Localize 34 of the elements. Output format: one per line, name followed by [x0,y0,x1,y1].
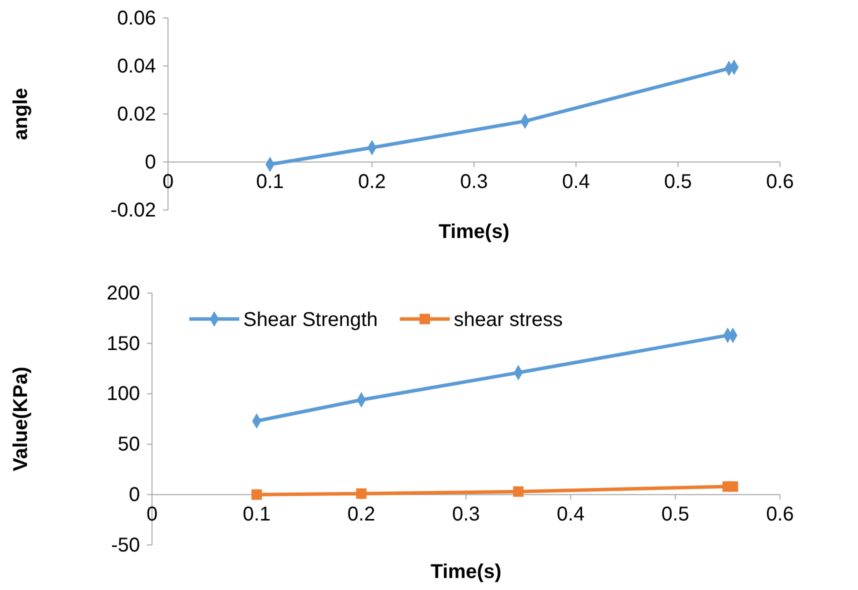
x-tick-label: 0.1 [256,171,284,193]
x-axis-title: Time(s) [438,221,510,243]
y-tick-label: 0.04 [117,55,156,78]
y-tick-label: 100 [106,383,140,406]
x-tick-label: 0.5 [661,504,690,526]
x-axis-title: Time(s) [430,561,502,583]
y-tick-label: 0 [128,484,140,506]
x-tick-label: 0.2 [358,171,386,193]
point [728,481,738,492]
point [513,486,524,497]
x-tick-label: 0.3 [460,171,488,193]
legend-label: shear stress [454,309,563,331]
y-tick-label: 0.06 [117,7,156,30]
y-tick-label: 200 [106,282,140,304]
legend-label: Shear Strength [243,309,378,331]
x-tick-label: 0.2 [347,504,376,526]
x-tick-label: 0 [162,171,174,193]
y-tick-label: -50 [111,534,140,556]
x-tick-label: 0.1 [242,504,271,526]
x-tick-label: 0.4 [562,171,590,193]
x-tick-label: 0.4 [556,504,585,526]
x-tick-label: 0.5 [664,171,692,193]
y-tick-label: 50 [118,434,140,456]
point [251,489,262,500]
y-axis-title: Value(KPa) [10,366,32,472]
x-tick-label: 0.6 [766,171,794,193]
point [356,488,367,499]
y-tick-label: -0.02 [110,199,156,222]
x-tick-label: 0.3 [452,504,480,526]
y-axis-title: angle [10,88,32,140]
y-tick-label: 0.02 [117,103,156,126]
y-tick-label: 150 [106,332,140,355]
y-tick-label: 0 [144,151,156,174]
x-tick-label: 0.6 [766,504,794,526]
